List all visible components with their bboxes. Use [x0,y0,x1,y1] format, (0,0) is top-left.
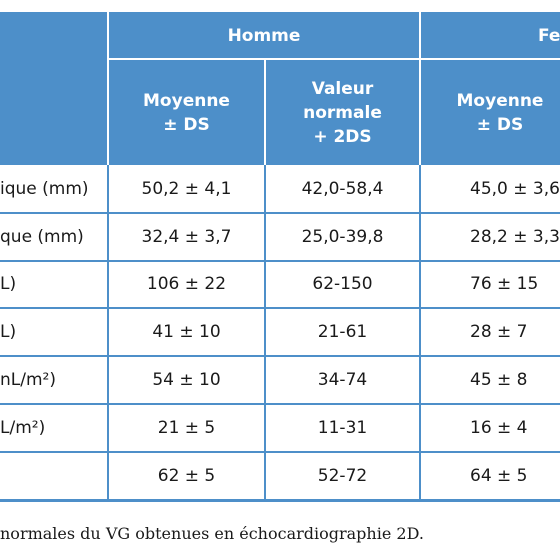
cell: 62 ± 5 [157,465,216,486]
cell: 21-61 [317,322,368,343]
cell: 64 ± 5 [470,465,528,486]
cell: 50,2 ± 4,1 [141,178,232,199]
cell: 45 ± 8 [470,370,528,391]
row-label: L) [0,322,17,343]
header-line: + 2DS [313,126,372,147]
cell: 42,0-58,4 [301,178,384,199]
header-line: normale [303,102,382,123]
row-label: que (mm) [0,226,84,247]
sub-header: Moyenne ± DS [420,60,560,165]
divider [419,12,421,165]
cell: 11-31 [317,417,368,438]
cell: 32,4 ± 3,7 [141,226,232,247]
cell: 28 ± 7 [470,322,528,343]
sub-header: Moyenne ± DS [108,60,265,165]
cell: 28,2 ± 3,3 [470,226,560,247]
cell: 76 ± 15 [470,274,539,295]
divider [108,58,560,60]
cell: 41 ± 10 [152,322,221,343]
header-line: ± DS [476,114,524,135]
cell: 21 ± 5 [157,417,216,438]
row-label: L) [0,274,17,295]
group-header: Homme [227,26,301,46]
cell: 54 ± 10 [152,370,221,391]
cell: 62-150 [312,274,373,295]
row-line [0,403,560,405]
caption: normales du VG obtenues en échocardiogra… [0,524,424,543]
header-line: Moyenne [456,90,544,111]
cell: 45,0 ± 3,6 [470,178,560,199]
divider [264,60,266,213]
row-line [0,307,560,310]
cell: 52-72 [317,465,368,486]
row-label: L/m²) [0,417,46,438]
sub-header: Valeur normale + 2DS [265,60,420,165]
header-line: ± DS [163,114,210,135]
row-label: ique (mm) [0,178,89,199]
row-line [0,355,560,358]
row-line [0,211,560,214]
header-line: Moyenne [143,90,230,111]
group-header: Fe [538,26,560,46]
row-label: nL/m²) [0,370,56,391]
row-line [0,450,560,453]
column-line [107,165,109,500]
divider [107,12,109,165]
column-line [419,165,421,500]
cell: 16 ± 4 [470,417,528,438]
header-background [0,12,560,165]
cell: 106 ± 22 [146,274,227,295]
column-line [264,165,266,500]
row-line [0,259,560,262]
cell: 34-74 [317,370,368,391]
header-line: Valeur [311,78,374,99]
cell: 25,0-39,8 [301,226,384,247]
row-line [0,498,560,502]
